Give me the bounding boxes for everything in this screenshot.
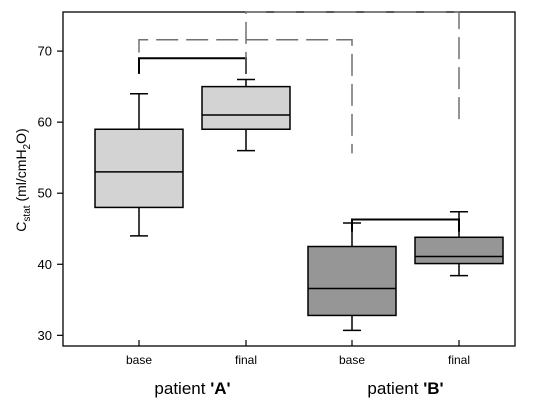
box-4-iqr <box>414 236 504 265</box>
box-1-base <box>94 92 184 237</box>
group-label-1-prefix: patient <box>154 379 210 398</box>
group-label-1: patient 'A' <box>154 379 230 398</box>
comparison-bracket-1-solid <box>138 57 247 74</box>
y-axis-label-subscript: stat <box>22 205 33 221</box>
group-labels: patient 'A' patient 'B' <box>154 379 443 398</box>
group-label-2-name: 'B' <box>423 379 443 398</box>
group-label-2-prefix: patient <box>367 379 423 398</box>
y-axis-label-unit-subscript: 2 <box>22 143 33 149</box>
y-axis-label-unit-start: (ml/cmH <box>13 149 29 205</box>
comparison-bracket-3-dashed <box>138 38 353 154</box>
y-tick-label-40: 40 <box>38 257 52 272</box>
box-series <box>94 78 504 332</box>
category-label-1: base <box>126 353 152 367</box>
category-label-3: base <box>339 353 365 367</box>
y-tick-labels: 30 40 50 60 70 <box>38 44 52 343</box>
y-tick-label-30: 30 <box>38 328 52 343</box>
comparison-brackets <box>138 11 460 232</box>
comparison-bracket-2-solid <box>351 218 460 232</box>
y-axis-label-main: C <box>13 222 29 232</box>
group-label-1-name: 'A' <box>210 379 230 398</box>
group-label-2: patient 'B' <box>367 379 443 398</box>
y-axis-label: Cstat (ml/cmH2O) <box>13 128 33 231</box>
category-label-2: final <box>235 353 257 367</box>
box-2-final <box>201 78 291 152</box>
y-axis-label-unit-end: O) <box>13 128 29 144</box>
y-tick-label-60: 60 <box>38 115 52 130</box>
category-labels: base final base final <box>126 353 470 367</box>
box-2-iqr <box>201 85 291 131</box>
box-3-iqr <box>307 245 397 317</box>
y-tick-label-70: 70 <box>38 44 52 59</box>
box-3-base <box>307 222 397 332</box>
category-label-4: final <box>448 353 470 367</box>
y-tick-label-50: 50 <box>38 186 52 201</box>
comparison-bracket-4-dashed <box>245 11 460 125</box>
box-4-final <box>414 210 504 277</box>
box-1-iqr <box>94 128 184 209</box>
